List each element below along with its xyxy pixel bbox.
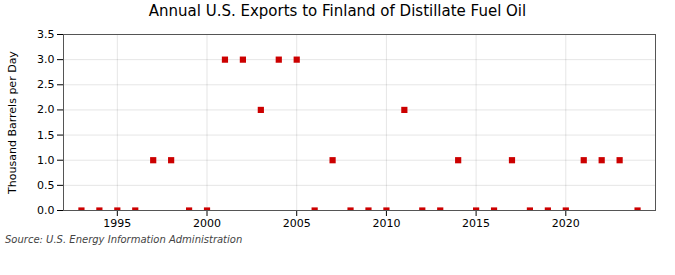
svg-text:Thousand Barrels per Day: Thousand Barrels per Day bbox=[6, 51, 19, 195]
svg-text:1.0: 1.0 bbox=[37, 154, 55, 167]
svg-text:3.5: 3.5 bbox=[37, 28, 55, 41]
svg-text:2.0: 2.0 bbox=[37, 103, 55, 116]
html-text:Source: U.S. Energy Informatio: Source: U.S. Energy Information Administ… bbox=[5, 234, 243, 245]
svg-text:0.0: 0.0 bbox=[37, 204, 55, 217]
svg-text:2.5: 2.5 bbox=[37, 78, 55, 91]
svg-text:3.0: 3.0 bbox=[37, 53, 55, 66]
html-text:Annual U.S. Exports to Finland: Annual U.S. Exports to Finland of Distil… bbox=[148, 2, 527, 20]
svg-text:1995: 1995 bbox=[103, 217, 131, 230]
svg-text:2015: 2015 bbox=[462, 217, 490, 230]
svg-text:2010: 2010 bbox=[372, 217, 400, 230]
svg-text:1.5: 1.5 bbox=[37, 129, 55, 142]
svg-text:2005: 2005 bbox=[283, 217, 311, 230]
svg-text:0.5: 0.5 bbox=[37, 179, 55, 192]
svg-text:2000: 2000 bbox=[193, 217, 221, 230]
svg-text:2020: 2020 bbox=[552, 217, 580, 230]
